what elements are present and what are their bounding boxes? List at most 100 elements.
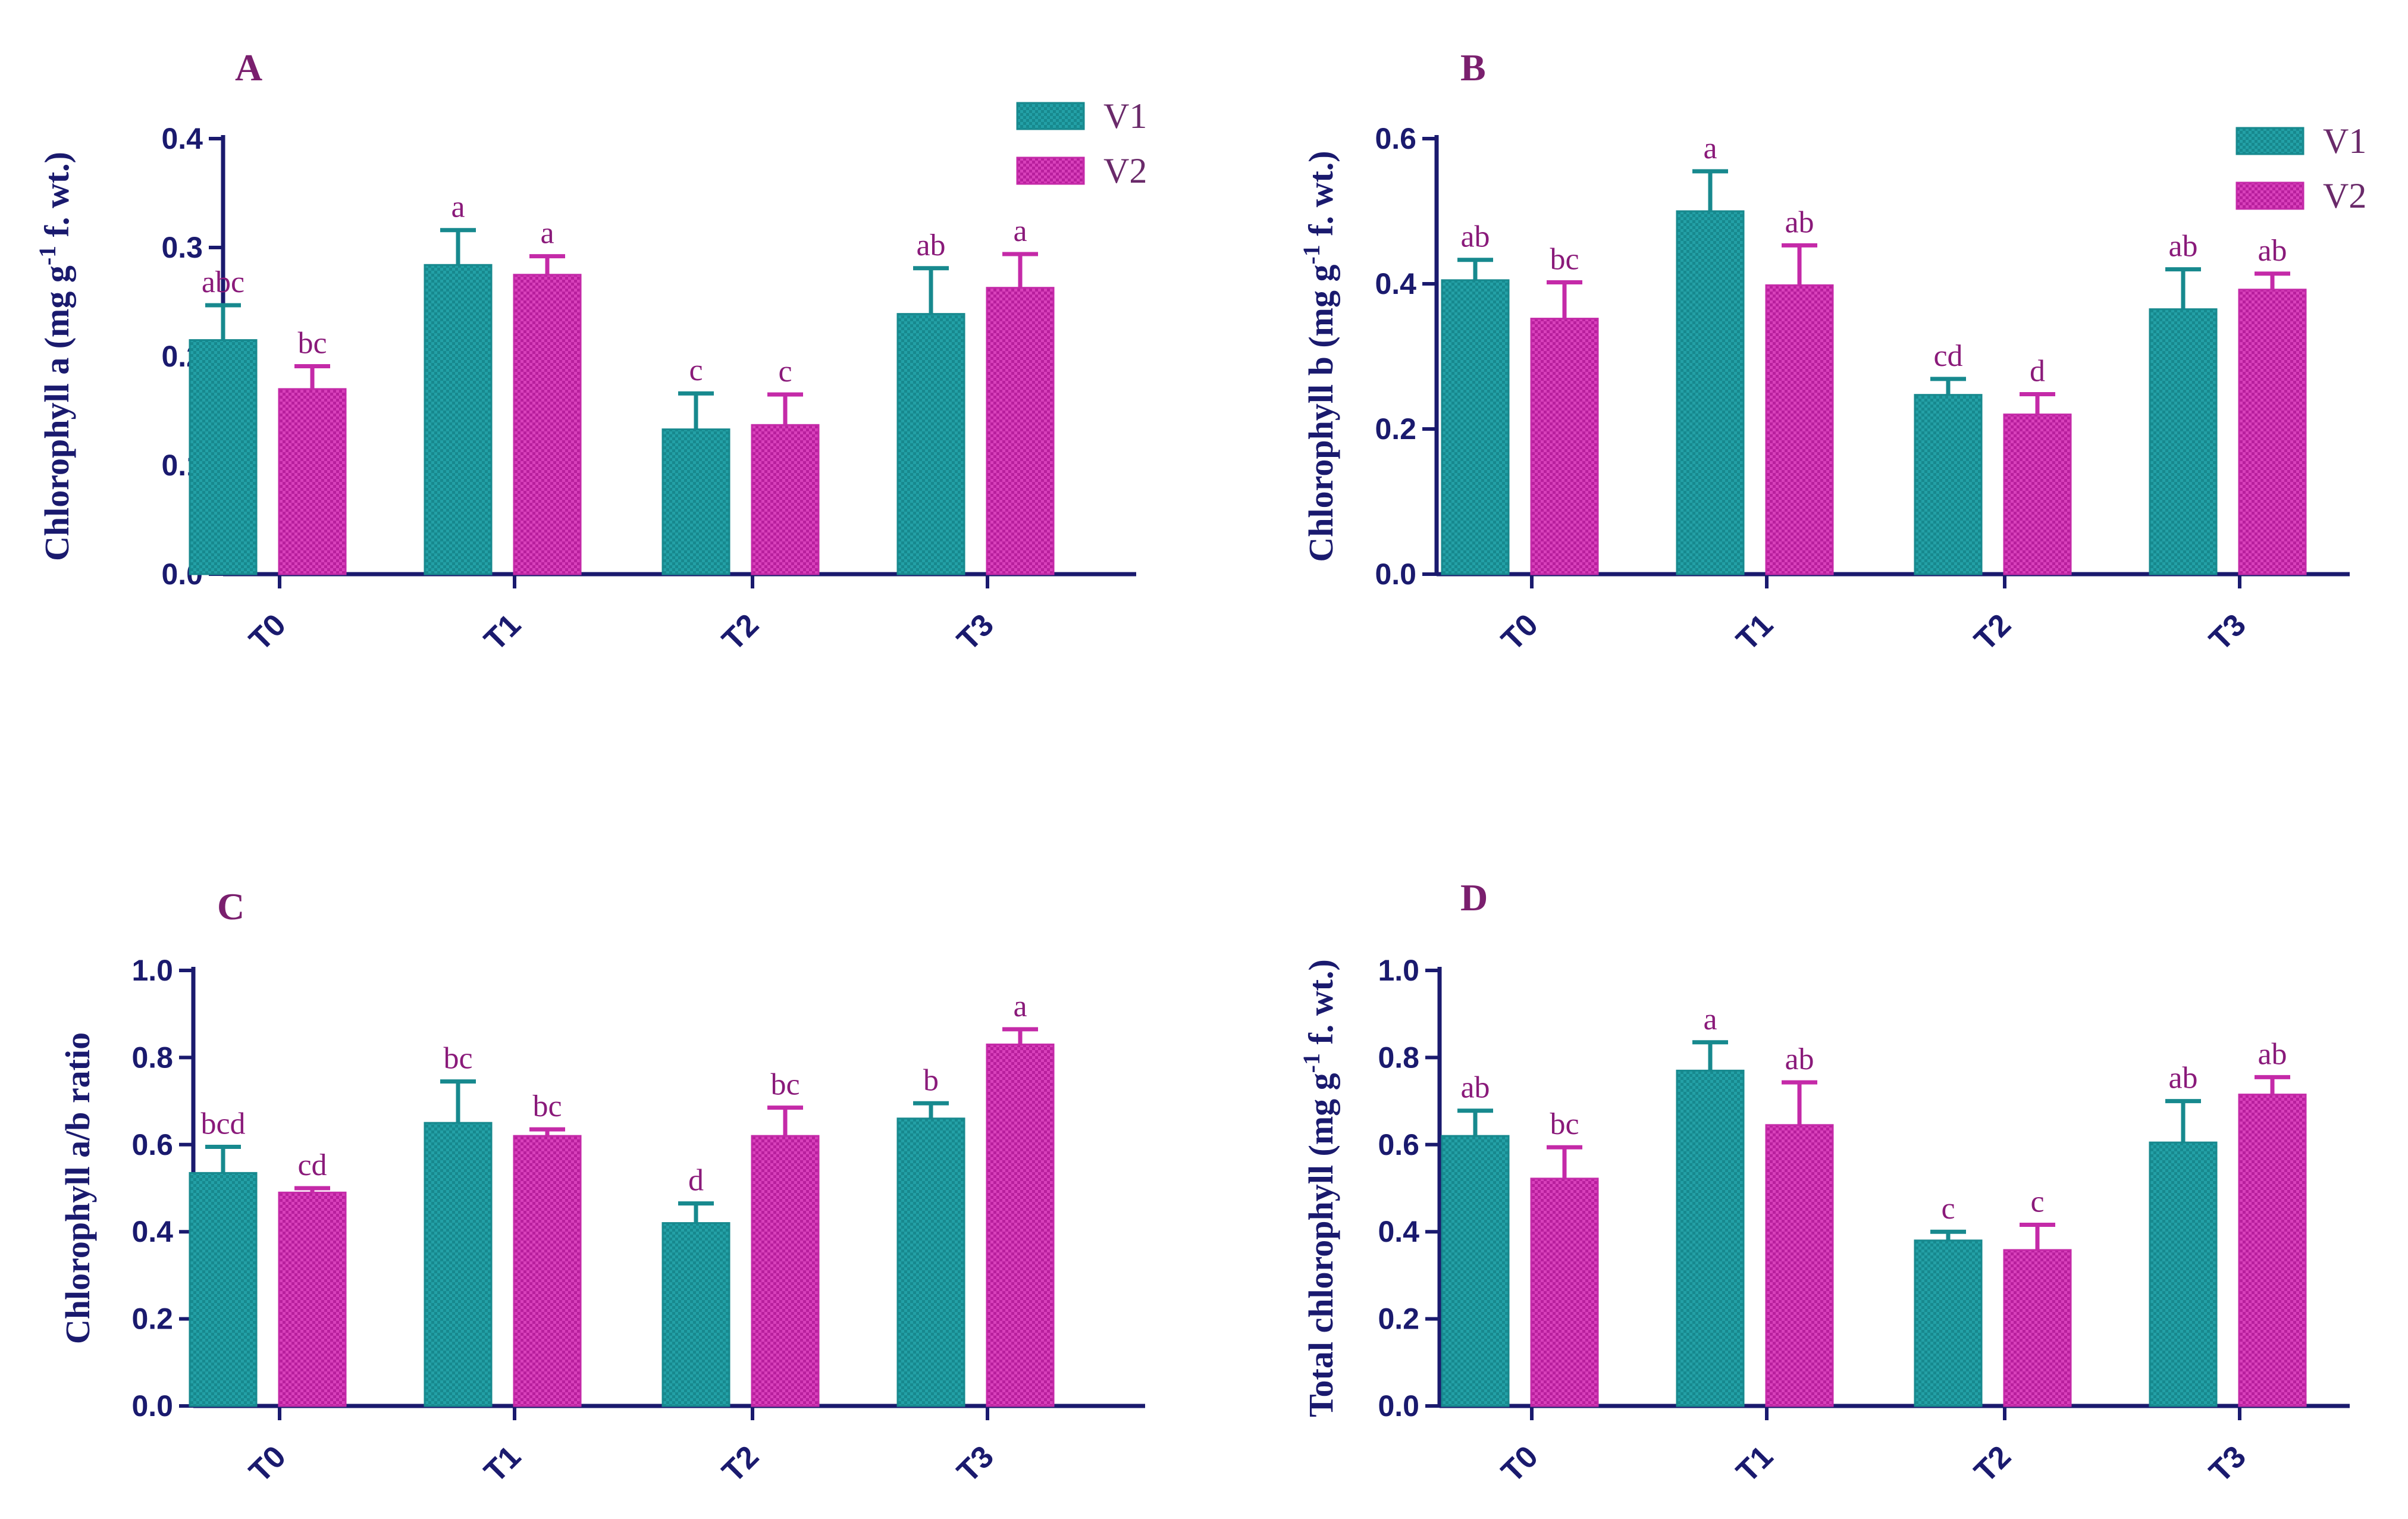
y-tick-label: 0.4 — [1378, 1215, 1419, 1248]
bar-v2 — [278, 388, 347, 575]
significance-label: ab — [1785, 1042, 1814, 1076]
significance-label: a — [1703, 1003, 1717, 1036]
legend-label: V1 — [2323, 121, 2366, 161]
significance-label: ab — [1460, 220, 1490, 254]
y-tick-label: 0.2 — [131, 1302, 173, 1336]
bar-v1 — [424, 264, 493, 575]
bar-v2 — [2238, 1094, 2307, 1407]
bar-v1 — [1441, 279, 1510, 575]
y-tick-label: 1.0 — [131, 954, 173, 987]
bar-v1 — [1914, 1239, 1983, 1407]
bar-v1 — [424, 1122, 493, 1407]
chart-panel-c: C Chlorophyll a/b ratio 0.0 0.2 0.4 0.6 0.8 1.0… — [58, 885, 1145, 1489]
x-tick-label: T2 — [1968, 607, 2018, 657]
bar-v1 — [1441, 1135, 1510, 1407]
significance-label: a — [1013, 989, 1027, 1023]
bar-v1 — [189, 1172, 258, 1407]
x-tick-label: T0 — [243, 1439, 293, 1489]
panel-label: B — [1460, 46, 1486, 89]
bar-v2 — [2003, 414, 2072, 575]
y-axis-label: Chlorophyll a (mg g-1 f. wt.) — [34, 152, 76, 561]
x-tick-label: T3 — [951, 1439, 1001, 1489]
bar-v1 — [661, 428, 730, 575]
x-tick-label: T0 — [1495, 1439, 1545, 1489]
legend-label: V2 — [2323, 176, 2366, 215]
significance-label: ab — [916, 228, 945, 262]
bar-v1 — [661, 1222, 730, 1407]
y-axis-label: Total chlorophyll (mg g-1 f. wt.) — [1298, 959, 1340, 1417]
significance-label: bc — [532, 1089, 562, 1123]
significance-label: a — [540, 217, 554, 250]
significance-label: b — [923, 1063, 939, 1097]
significance-label: ab — [2168, 1061, 2197, 1095]
y-tick-label: 0.0 — [1378, 1389, 1419, 1423]
chart-panel-d: D Total chlorophyll (mg g-1 f. wt.) 0.0 0.2… — [1298, 876, 2350, 1489]
bar-v2 — [751, 1135, 820, 1407]
y-tick-label: 0.4 — [1375, 267, 1416, 300]
significance-label: ab — [2168, 230, 2197, 264]
panel-label: D — [1460, 876, 1488, 919]
significance-label: bc — [1550, 1107, 1579, 1141]
legend-label: V2 — [1103, 151, 1147, 190]
x-tick-label: T1 — [1730, 607, 1780, 657]
significance-label: c — [778, 355, 792, 389]
significance-label: ab — [1460, 1071, 1490, 1105]
y-tick-label: 0.6 — [131, 1128, 173, 1161]
x-tick-label: T2 — [716, 1439, 766, 1489]
y-tick-label: 0.2 — [1375, 412, 1416, 446]
bar-v2 — [1765, 1124, 1834, 1407]
y-tick-label: 1.0 — [1378, 954, 1419, 987]
legend-swatch-v2 — [2235, 181, 2304, 210]
bar-v2 — [1530, 318, 1599, 575]
significance-label: bc — [443, 1042, 472, 1076]
bar-v2 — [1765, 284, 1834, 575]
significance-label: abc — [202, 265, 244, 299]
bar-v1 — [896, 313, 965, 575]
panel-label: C — [217, 885, 244, 928]
x-tick-label: T3 — [2203, 1439, 2253, 1489]
significance-label: d — [688, 1164, 704, 1198]
bar-v2 — [2003, 1249, 2072, 1407]
bar-v2 — [986, 287, 1055, 575]
bar-v1 — [1914, 394, 1983, 575]
legend-swatch-v2 — [1016, 156, 1085, 185]
y-tick-label: 0.8 — [1378, 1041, 1419, 1074]
y-tick-label: 0.2 — [1378, 1302, 1419, 1336]
bar-v1 — [1676, 210, 1745, 575]
legend-swatch-v1 — [1016, 102, 1085, 130]
y-tick-label: 0.6 — [1375, 122, 1416, 155]
bar-v1 — [1676, 1069, 1745, 1407]
significance-label: cd — [297, 1148, 327, 1182]
chart-panel-b: B Chlorophyll b (mg g-1 f. wt.) 0.0 0.2 0.4 0… — [1298, 46, 2366, 657]
bar-v2 — [986, 1043, 1055, 1407]
bar-v2 — [1530, 1177, 1599, 1407]
bar-v2 — [513, 1135, 582, 1407]
significance-label: bcd — [200, 1107, 245, 1141]
significance-label: bc — [770, 1068, 799, 1102]
significance-label: ab — [2258, 1037, 2287, 1071]
x-tick-label: T1 — [1730, 1439, 1780, 1489]
y-tick-label: 0.0 — [131, 1389, 173, 1423]
x-tick-label: T2 — [716, 607, 766, 657]
bar-v2 — [513, 274, 582, 575]
y-tick-label: 0.4 — [131, 1215, 173, 1248]
significance-label: cd — [1933, 339, 1962, 373]
significance-label: a — [1703, 131, 1717, 165]
panel-label: A — [235, 46, 262, 89]
bar-v2 — [278, 1191, 347, 1407]
x-tick-label: T3 — [951, 607, 1001, 657]
significance-label: a — [1013, 214, 1027, 248]
y-tick-label: 0.6 — [1378, 1128, 1419, 1161]
significance-label: c — [1941, 1192, 1955, 1226]
bar-v1 — [896, 1117, 965, 1407]
bar-v2 — [751, 424, 820, 575]
y-axis-label: Chlorophyll b (mg g-1 f. wt.) — [1298, 151, 1340, 562]
x-tick-label: T1 — [478, 1439, 528, 1489]
x-tick-label: T0 — [243, 607, 293, 657]
significance-label: a — [451, 190, 465, 224]
significance-label: c — [689, 353, 703, 387]
x-tick-label: T2 — [1968, 1439, 2018, 1489]
x-tick-label: T3 — [2203, 607, 2253, 657]
